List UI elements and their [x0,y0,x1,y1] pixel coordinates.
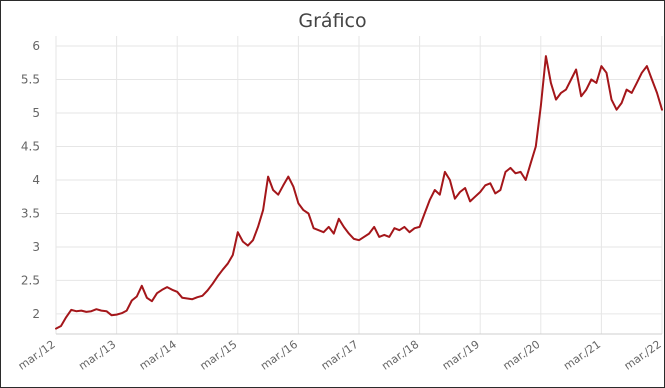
x-tick-label: mar./12 [16,338,58,373]
y-tick-label: 2.5 [21,273,40,287]
y-tick-label: 3 [32,240,40,254]
x-tick-label: mar./16 [258,338,300,373]
y-tick-label: 5 [32,106,40,120]
y-tick-label: 4.5 [21,139,40,153]
series-line [55,55,663,330]
x-tick-label: mar./19 [440,338,482,373]
x-tick-label: mar./13 [76,338,118,373]
x-tick-label: mar./17 [319,338,361,373]
x-tick-label: mar./14 [137,338,179,373]
y-tick-label: 5.5 [21,73,40,87]
y-tick-label: 4 [32,173,40,187]
x-tick-label: mar./20 [501,338,543,373]
x-tick-label: mar./15 [198,338,240,373]
chart-title: Gráfico [298,10,367,32]
x-tick-label: mar./21 [561,338,603,373]
y-tick-label: 2 [32,307,40,321]
x-tick-label: mar./18 [379,338,421,373]
x-tick-label: mar./22 [622,338,664,373]
y-tick-label: 3.5 [21,206,40,220]
y-tick-label: 6 [32,39,40,53]
